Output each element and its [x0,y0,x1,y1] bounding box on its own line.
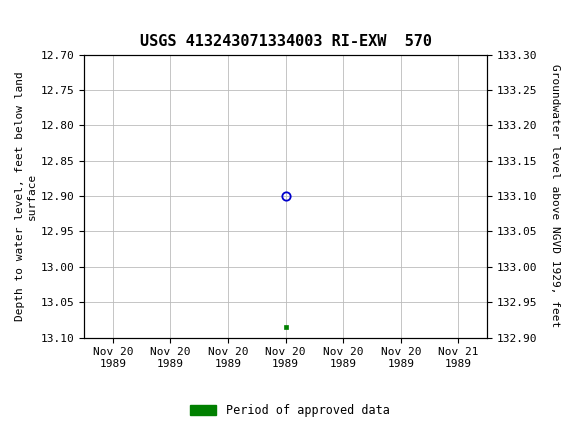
Text: USGS: USGS [35,11,90,29]
Title: USGS 413243071334003 RI-EXW  570: USGS 413243071334003 RI-EXW 570 [140,34,432,49]
Y-axis label: Groundwater level above NGVD 1929, feet: Groundwater level above NGVD 1929, feet [550,64,560,328]
Text: ≡: ≡ [9,10,27,30]
Legend: Period of approved data: Period of approved data [186,399,394,422]
Y-axis label: Depth to water level, feet below land
surface: Depth to water level, feet below land su… [15,71,37,321]
